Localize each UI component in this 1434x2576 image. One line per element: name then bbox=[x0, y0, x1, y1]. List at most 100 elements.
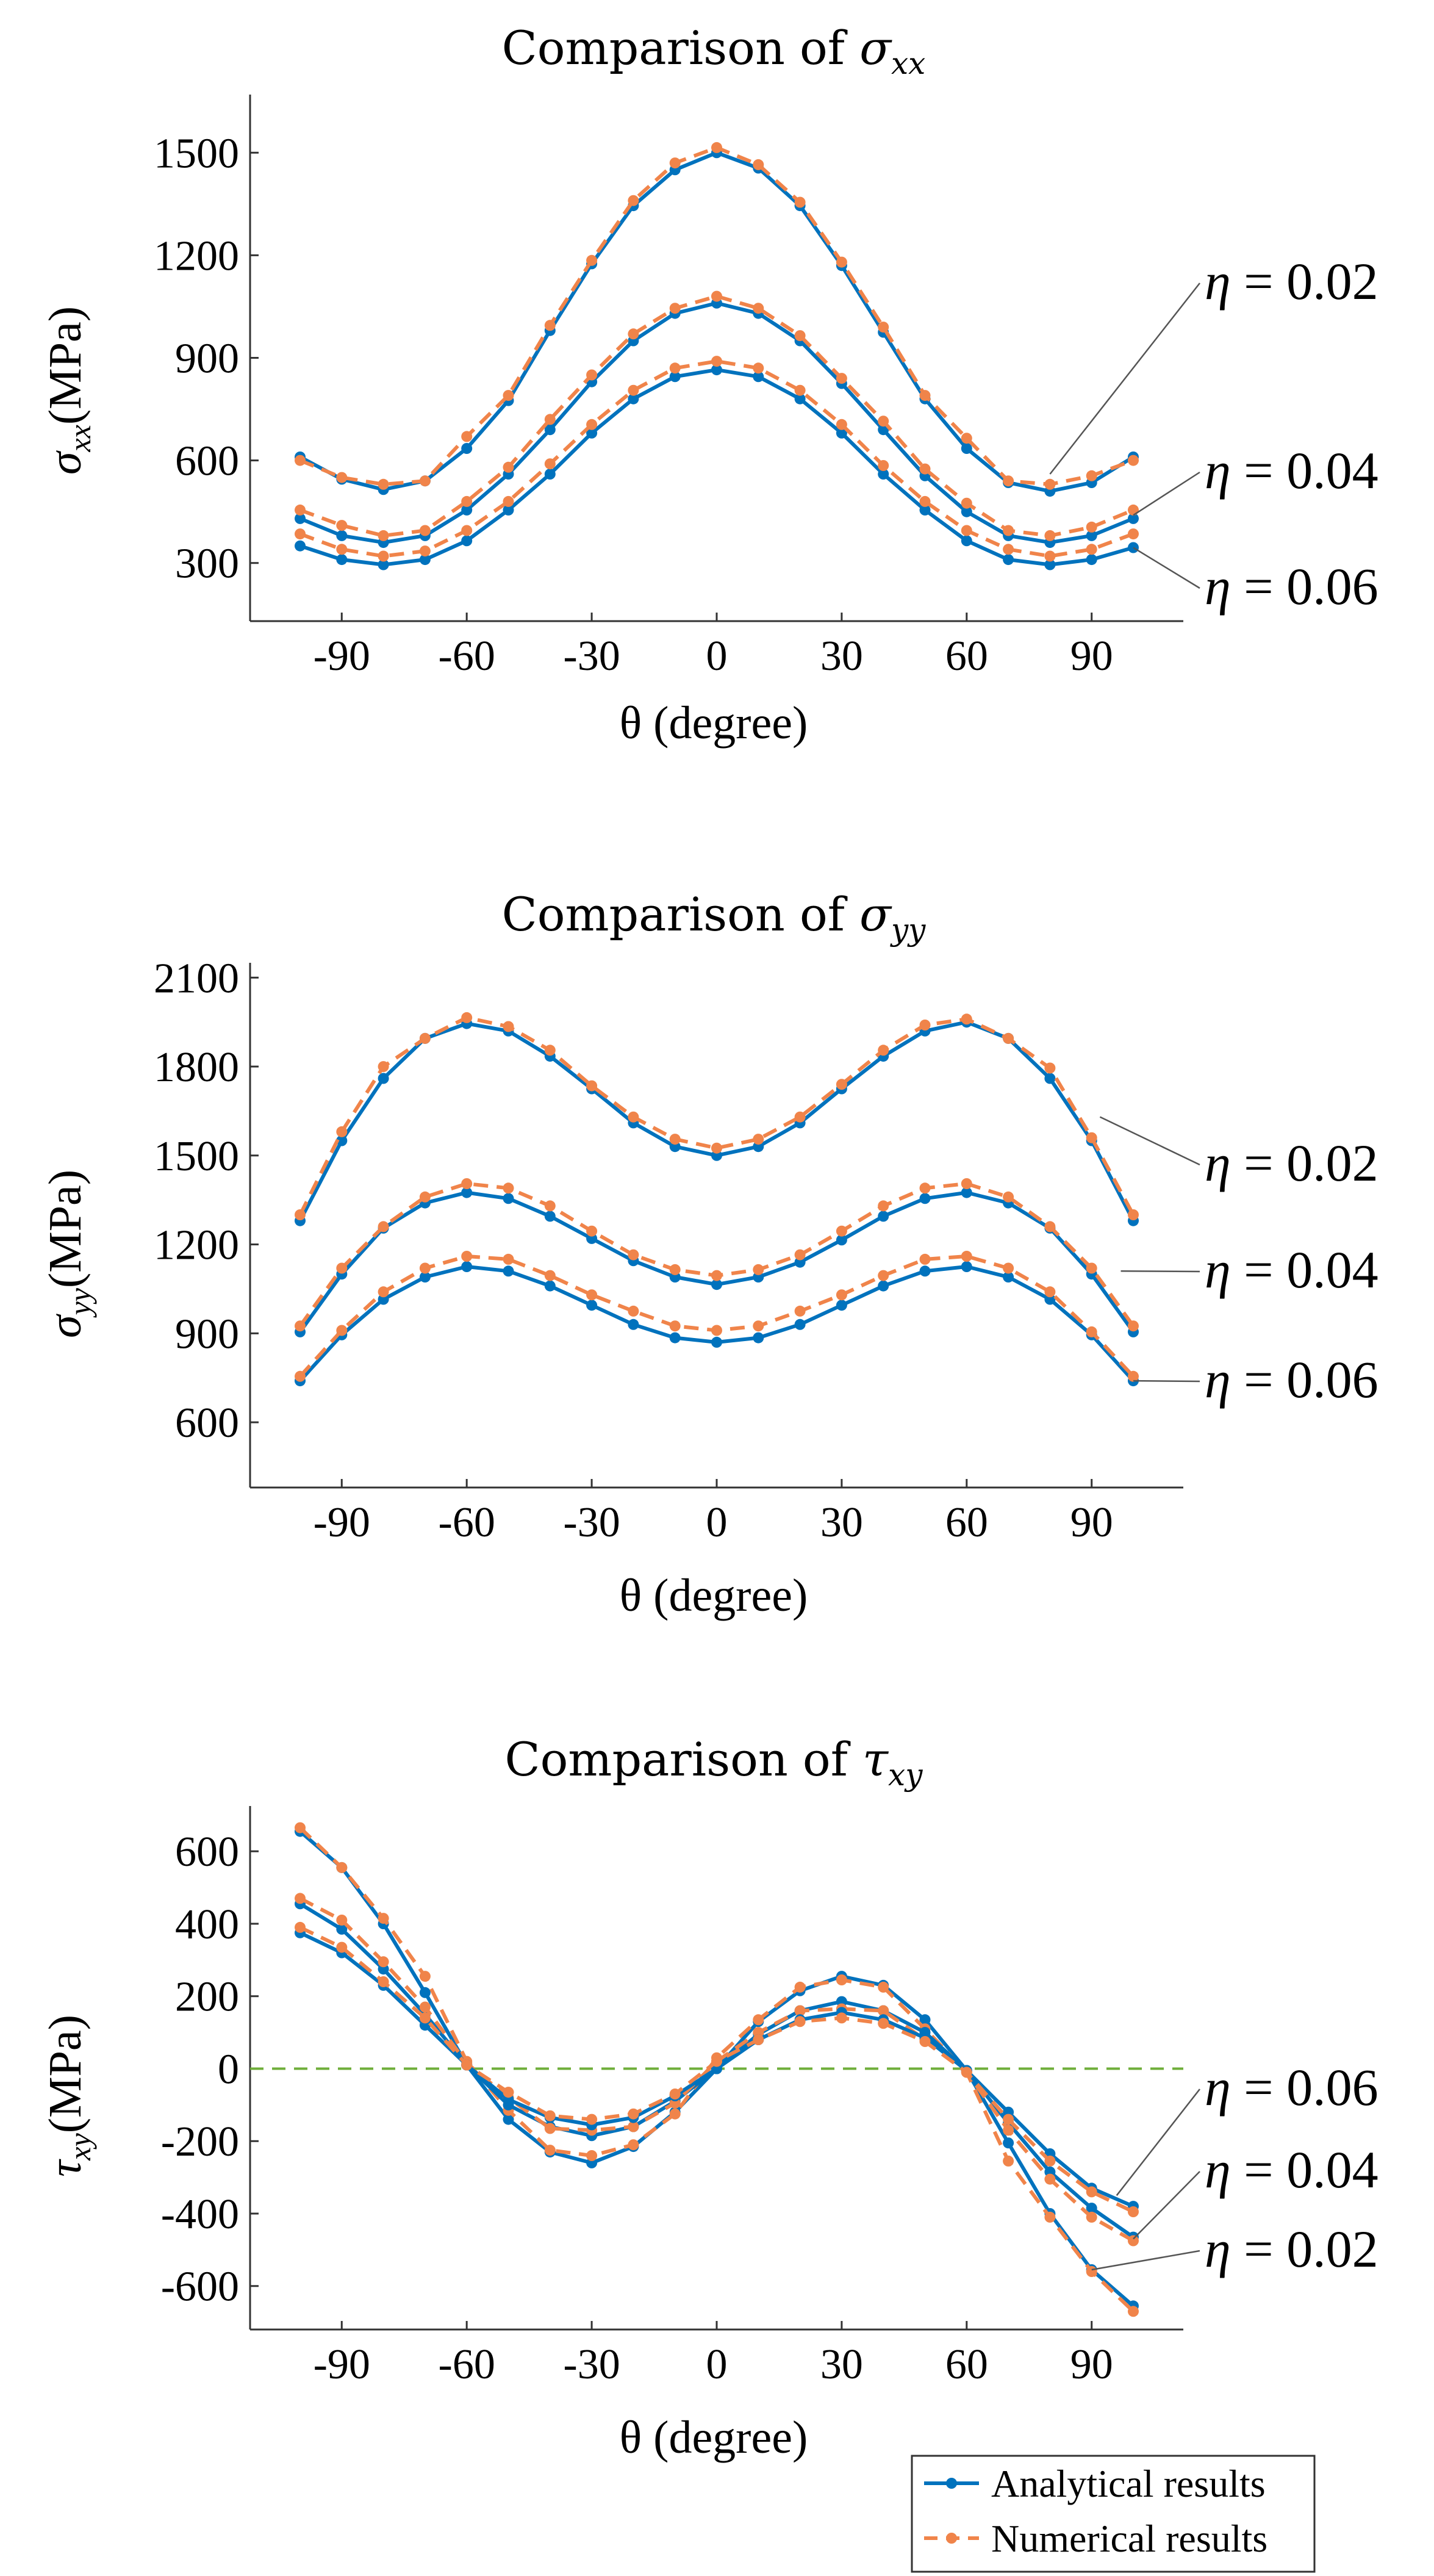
ticks: -90 -60 -30 0 30 60 90 300 600 900 1200 1500 bbox=[154, 130, 1113, 680]
legend: Analytical results Numerical results bbox=[911, 2455, 1316, 2573]
data-point bbox=[503, 1182, 514, 1194]
annotation-leader bbox=[1091, 2250, 1200, 2271]
data-point bbox=[794, 196, 806, 208]
annotation-label: η = 0.06 bbox=[1205, 2058, 1378, 2117]
panel-sigma-yy: Comparison of σyy σyy(MPa) θ (degree) -9… bbox=[40, 887, 1378, 1621]
data-point bbox=[461, 443, 473, 454]
data-point bbox=[753, 1134, 764, 1145]
series-line bbox=[299, 151, 1135, 494]
annotation-label: η = 0.06 bbox=[1205, 557, 1378, 616]
data-point bbox=[461, 1012, 473, 1023]
data-point bbox=[461, 1261, 473, 1272]
annotation: η = 0.04 bbox=[1133, 441, 1378, 516]
data-point bbox=[1086, 521, 1097, 533]
data-point bbox=[1044, 1286, 1056, 1298]
data-point bbox=[503, 390, 514, 401]
y-tick-label: 1500 bbox=[154, 1133, 239, 1180]
data-point bbox=[461, 2059, 473, 2071]
annotation-leader bbox=[1049, 282, 1200, 475]
annotation: η = 0.02 bbox=[1091, 2220, 1378, 2278]
x-tick-label: 0 bbox=[706, 1499, 728, 1546]
data-point bbox=[419, 1971, 431, 1982]
data-point bbox=[836, 373, 847, 384]
series-line bbox=[298, 1020, 1135, 1222]
data-point bbox=[836, 1225, 847, 1237]
data-point bbox=[669, 2089, 681, 2099]
data-point bbox=[628, 1111, 639, 1123]
data-point bbox=[669, 1134, 681, 1145]
series-layer bbox=[295, 142, 1139, 570]
data-point bbox=[336, 1325, 348, 1336]
data-point bbox=[586, 2114, 598, 2125]
data-point bbox=[544, 469, 556, 480]
data-point bbox=[295, 1320, 306, 1332]
data-point bbox=[295, 455, 306, 466]
x-tick-label: -90 bbox=[314, 2341, 370, 2388]
data-point bbox=[836, 419, 847, 430]
x-tick-label: -60 bbox=[439, 2341, 495, 2388]
data-point bbox=[1086, 544, 1097, 555]
annotation-leader bbox=[1133, 471, 1200, 516]
x-tick-label: 30 bbox=[820, 633, 863, 680]
data-point bbox=[336, 472, 348, 483]
annotation: η = 0.04 bbox=[1120, 1240, 1378, 1299]
data-point bbox=[961, 525, 972, 536]
y-tick-label: 1200 bbox=[154, 232, 239, 279]
legend-label-numerical: Numerical results bbox=[991, 2517, 1267, 2560]
series-analytical-4 bbox=[295, 364, 1139, 570]
data-point bbox=[961, 1178, 972, 1189]
data-point bbox=[1003, 2124, 1014, 2136]
data-point bbox=[711, 1279, 722, 1290]
data-point bbox=[419, 475, 431, 487]
x-tick-label: -30 bbox=[563, 1499, 620, 1546]
annotation-label: η = 0.02 bbox=[1205, 1134, 1378, 1192]
data-point bbox=[711, 356, 722, 367]
data-point bbox=[878, 1981, 889, 1993]
data-point bbox=[295, 1893, 306, 1904]
data-point bbox=[794, 384, 806, 396]
x-tick-label: 30 bbox=[820, 1499, 863, 1546]
data-point bbox=[794, 1981, 806, 1993]
data-point bbox=[586, 419, 598, 430]
series-numerical-1 bbox=[295, 142, 1139, 490]
legend-marker-numerical bbox=[946, 2533, 957, 2544]
data-point bbox=[1003, 1191, 1014, 1203]
data-point bbox=[586, 254, 598, 266]
y-tick-label: 1200 bbox=[154, 1222, 239, 1269]
data-point bbox=[711, 142, 722, 153]
data-point bbox=[1128, 513, 1139, 524]
data-point bbox=[544, 2110, 556, 2121]
data-point bbox=[461, 504, 473, 516]
data-point bbox=[878, 469, 889, 480]
data-point bbox=[419, 1191, 431, 1203]
data-point bbox=[1086, 1132, 1097, 1143]
data-point bbox=[544, 1211, 556, 1222]
x-tick-label: 0 bbox=[706, 2341, 728, 2388]
x-tick-label: 60 bbox=[945, 633, 988, 680]
data-point bbox=[1086, 1262, 1097, 1274]
annotation-leader bbox=[1133, 547, 1200, 589]
data-point bbox=[544, 1200, 556, 1212]
data-point bbox=[1003, 2114, 1014, 2125]
data-point bbox=[919, 2036, 931, 2047]
data-point bbox=[628, 393, 639, 405]
series-analytical-2 bbox=[295, 297, 1139, 549]
data-point bbox=[378, 1061, 389, 1073]
data-point bbox=[628, 2108, 639, 2120]
data-point bbox=[503, 1193, 514, 1204]
data-point bbox=[919, 1253, 931, 1265]
data-point bbox=[461, 431, 473, 442]
data-point bbox=[919, 390, 931, 401]
data-point bbox=[544, 320, 556, 331]
data-point bbox=[961, 443, 972, 454]
data-point bbox=[836, 256, 847, 268]
y-tick-label: -200 bbox=[161, 2118, 239, 2165]
data-point bbox=[1003, 2155, 1014, 2167]
y-tick-label: 600 bbox=[175, 1400, 239, 1447]
data-point bbox=[836, 1234, 847, 1246]
data-point bbox=[919, 495, 931, 507]
data-point bbox=[961, 1251, 972, 1262]
data-point bbox=[544, 414, 556, 425]
annotation-label: η = 0.02 bbox=[1205, 2220, 1378, 2278]
annotation-leader bbox=[1133, 2171, 1200, 2240]
